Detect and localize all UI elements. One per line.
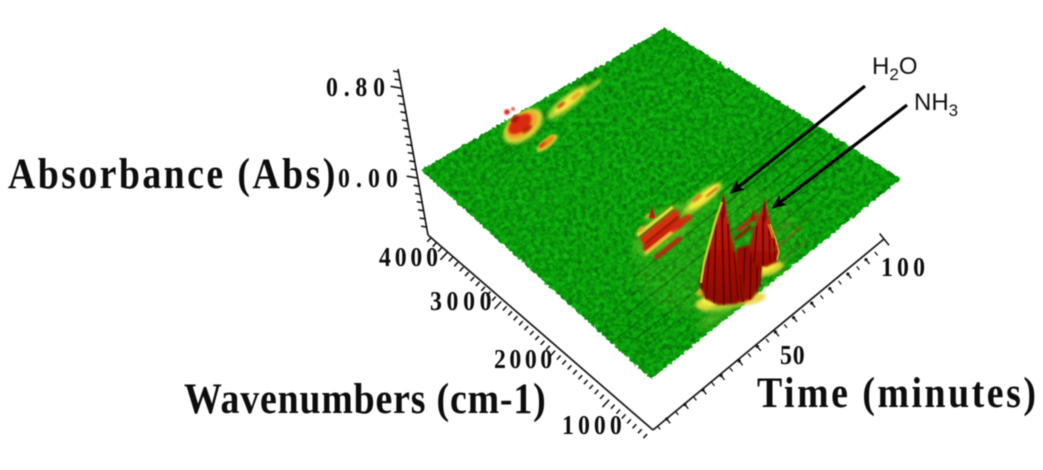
svg-text:Wavenumbers (cm-1): Wavenumbers (cm-1): [184, 375, 546, 423]
svg-text:Absorbance (Abs): Absorbance (Abs): [8, 150, 335, 198]
svg-text:Time (minutes): Time (minutes): [757, 369, 1036, 417]
svg-text:50: 50: [780, 340, 805, 371]
svg-text:0.00: 0.00: [338, 163, 398, 194]
svg-text:0.80: 0.80: [326, 72, 385, 103]
svg-text:100: 100: [881, 252, 925, 283]
